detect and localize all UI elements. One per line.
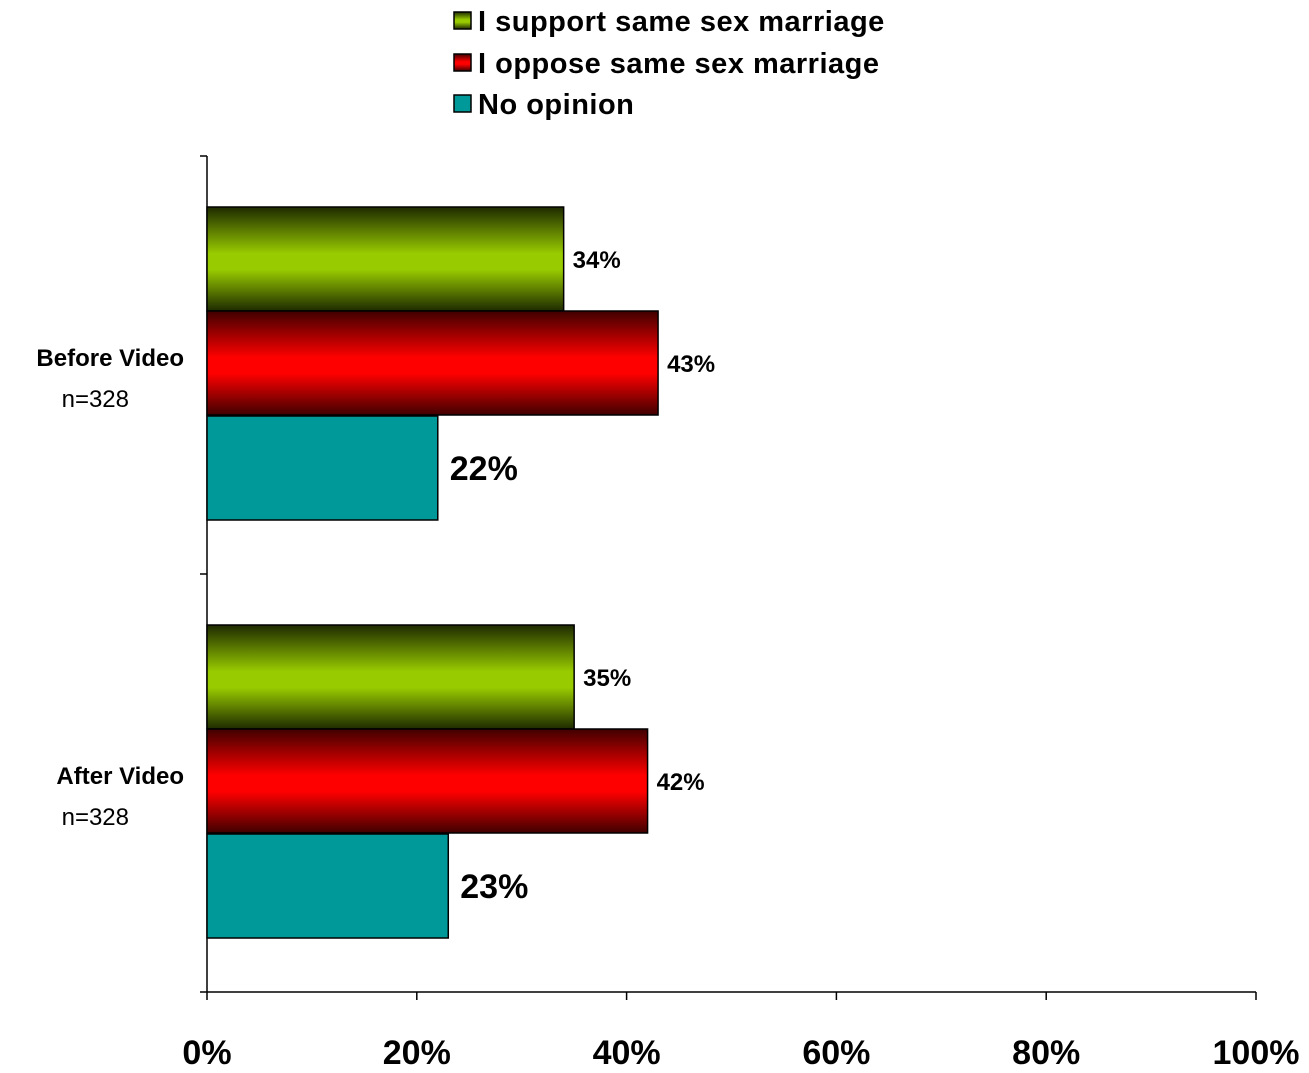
data-label: 43%	[667, 351, 715, 378]
legend-label: I oppose same sex marriage	[478, 48, 879, 80]
axes: 0% 20% 40% 60% 80% 100%	[182, 155, 1300, 1072]
data-label: 35%	[583, 665, 631, 692]
bars	[206, 206, 659, 939]
category-sublabel: n=328	[62, 804, 129, 831]
bar-support	[206, 624, 575, 730]
bar-support	[206, 206, 565, 312]
category-label: After Video	[56, 763, 184, 790]
legend-swatch	[453, 94, 472, 113]
data-label: 22%	[450, 450, 518, 488]
x-tick-label: 40%	[593, 1034, 661, 1068]
bar-no-opinion	[206, 415, 439, 521]
data-label: 23%	[460, 868, 528, 906]
category-sublabel: n=328	[62, 386, 129, 413]
data-label: 42%	[657, 769, 705, 796]
x-tick-label: 0%	[182, 1034, 231, 1068]
x-tick-label: 100%	[1213, 1034, 1300, 1068]
data-label: 34%	[573, 247, 621, 274]
legend-label: I support same sex marriage	[478, 6, 885, 38]
x-tick-label: 80%	[1012, 1034, 1080, 1068]
legend-swatch	[453, 11, 472, 30]
bar-oppose	[206, 728, 649, 834]
x-tick-label: 20%	[383, 1034, 451, 1068]
bar-oppose	[206, 310, 659, 416]
x-tick-label: 60%	[802, 1034, 870, 1068]
bar-no-opinion	[206, 833, 450, 939]
category-label: Before Video	[36, 345, 184, 372]
legend-swatch	[453, 53, 472, 72]
legend-label: No opinion	[478, 89, 634, 121]
labels: 34% 43% 22% Before Video n=328 35% 42% 23% After…	[36, 247, 715, 906]
legend: I support same sex marriage I oppose same…	[453, 6, 885, 121]
